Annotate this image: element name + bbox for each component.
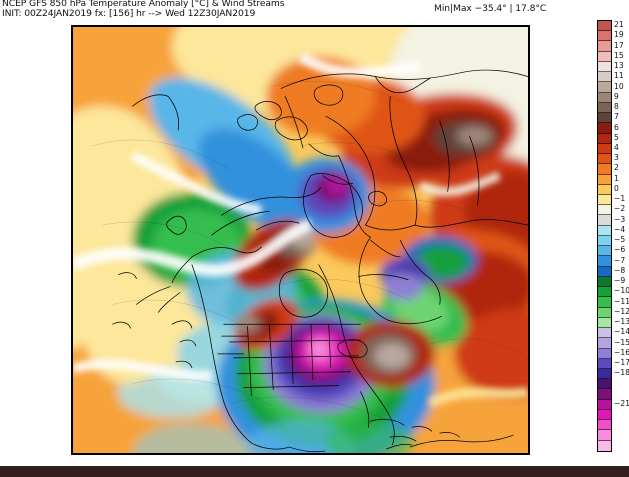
colorbar-tick-label: −16 [614, 347, 629, 357]
colorbar-segment [598, 154, 611, 165]
wind-streams [92, 81, 528, 422]
coastline-overlay [112, 69, 528, 453]
colorbar-segment [598, 297, 611, 308]
colorbar-tick-label: −21 [614, 398, 629, 408]
colorbar-tick-label: −15 [614, 337, 629, 347]
colorbar-segment [598, 379, 611, 390]
colorbar [597, 20, 612, 452]
colorbar-tick-label: −5 [614, 235, 626, 245]
colorbar-segment [598, 266, 611, 277]
colorbar-tick-label: −12 [614, 306, 629, 316]
colorbar-segment [598, 420, 611, 431]
colorbar-segment [598, 440, 611, 451]
colorbar-tick-label: −1 [614, 194, 626, 204]
colorbar-segment [598, 389, 611, 400]
colorbar-segment [598, 31, 611, 42]
colorbar-tick-label: 17 [614, 40, 624, 50]
colorbar-segment [598, 276, 611, 288]
colorbar-tick-label: −18 [614, 368, 629, 378]
colorbar-segment [598, 123, 611, 134]
colorbar-segment [598, 174, 611, 185]
colorbar-tick-label: 21 [614, 20, 624, 30]
colorbar-segment [598, 358, 611, 369]
colorbar-segment [598, 307, 611, 318]
colorbar-segment [598, 143, 611, 155]
colorbar-tick-label: 13 [614, 61, 624, 71]
colorbar-tick-label: 2 [614, 163, 619, 173]
colorbar-segment [598, 256, 611, 267]
colorbar-segment [598, 61, 611, 73]
colorbar-segment [598, 92, 611, 103]
colorbar-segment [598, 317, 611, 329]
colorbar-segment [598, 113, 611, 124]
chart-header: NCEP GFS 850 hPa Temperature Anomaly [°C… [2, 0, 627, 20]
colorbar-tick-label: −11 [614, 296, 629, 306]
chart-init-line: INIT: 00Z24JAN2019 fx: [156] hr --> Wed … [2, 8, 256, 19]
colorbar-segment [598, 184, 611, 195]
anomaly-field [73, 27, 528, 453]
colorbar-tick-label: −7 [614, 255, 626, 265]
colorbar-tick-label: 7 [614, 112, 619, 122]
colorbar-segment [598, 348, 611, 359]
colorbar-tick-label: 9 [614, 91, 619, 101]
colorbar-tick-label: 8 [614, 102, 619, 112]
colorbar-segment [598, 368, 611, 380]
colorbar-tick-label: 0 [614, 183, 619, 193]
colorbar-tick-label: −10 [614, 286, 629, 296]
colorbar-labels: 21 19 17 15 13 11 10 9 8 7 6 5 4 3 2 1 0 −1 −2 −3 −4 −5 −6 −7 −8… [614, 20, 629, 452]
colorbar-tick-label: −17 [614, 357, 629, 367]
colorbar-tick-label: 5 [614, 132, 619, 142]
colorbar-tick-label: 6 [614, 122, 619, 132]
colorbar-tick-label: 10 [614, 81, 624, 91]
colorbar-tick-label: 3 [614, 153, 619, 163]
colorbar-segment [598, 409, 611, 421]
colorbar-tick-label: −3 [614, 214, 626, 224]
chart-title: NCEP GFS 850 hPa Temperature Anomaly [°C… [2, 0, 285, 9]
colorbar-tick-label: 15 [614, 50, 624, 60]
colorbar-segment [598, 205, 611, 216]
minmax-annotation: Min|Max −35.4° | 17.8°C [434, 3, 547, 14]
colorbar-segment [598, 51, 611, 62]
colorbar-tick-label: 19 [614, 30, 624, 40]
colorbar-segment [598, 133, 611, 144]
colorbar-segment [598, 430, 611, 441]
colorbar-segment [598, 246, 611, 257]
colorbar-segment [598, 164, 611, 175]
colorbar-tick-label: 4 [614, 142, 619, 152]
map-canvas [73, 27, 528, 453]
colorbar-tick-label: 1 [614, 173, 619, 183]
colorbar-segment [598, 328, 611, 339]
colorbar-segment [598, 235, 611, 247]
colorbar-tick-label: 11 [614, 71, 624, 81]
colorbar-tick-label: −6 [614, 245, 626, 255]
colorbar-tick-label: −4 [614, 224, 626, 234]
colorbar-segment [598, 287, 611, 298]
colorbar-segment [598, 215, 611, 226]
bottom-bar [0, 466, 629, 477]
colorbar-segment [598, 72, 611, 83]
colorbar-segment [598, 82, 611, 93]
colorbar-tick-label: −9 [614, 276, 626, 286]
colorbar-segment [598, 225, 611, 236]
colorbar-segment [598, 338, 611, 349]
colorbar-segment [598, 21, 611, 32]
colorbar-segment [598, 41, 611, 52]
colorbar-segment [598, 399, 611, 410]
colorbar-tick-label: −13 [614, 317, 629, 327]
map-frame [71, 25, 530, 455]
colorbar-segment [598, 194, 611, 206]
colorbar-segment [598, 102, 611, 114]
colorbar-tick-label: −2 [614, 204, 626, 214]
colorbar-tick-label: −8 [614, 265, 626, 275]
colorbar-tick-label: −14 [614, 327, 629, 337]
